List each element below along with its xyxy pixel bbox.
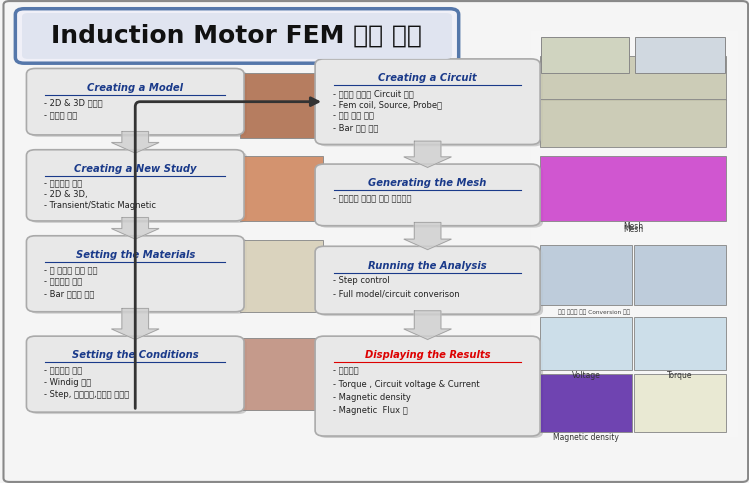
Text: Torque: Torque bbox=[667, 370, 693, 380]
Text: - 해석에 필요한 Circuit 구성: - 해석에 필요한 Circuit 구성 bbox=[333, 89, 413, 98]
FancyBboxPatch shape bbox=[318, 166, 543, 227]
FancyBboxPatch shape bbox=[315, 59, 540, 144]
Text: Generating the Mesh: Generating the Mesh bbox=[369, 178, 487, 188]
Polygon shape bbox=[404, 311, 452, 340]
Text: - Windig 조건: - Windig 조건 bbox=[44, 378, 91, 387]
FancyBboxPatch shape bbox=[26, 150, 244, 221]
FancyBboxPatch shape bbox=[318, 338, 543, 438]
Text: Setting the Materials: Setting the Materials bbox=[76, 250, 195, 260]
FancyBboxPatch shape bbox=[29, 152, 247, 223]
Text: 하시 모델이 그룹 Conversion 설강: 하시 모델이 그룹 Conversion 설강 bbox=[558, 310, 630, 315]
Text: - Torque , Circuit voltage & Current: - Torque , Circuit voltage & Current bbox=[333, 380, 479, 389]
Text: - Bar 저항 입력: - Bar 저항 입력 bbox=[333, 123, 378, 132]
FancyBboxPatch shape bbox=[26, 69, 244, 135]
FancyBboxPatch shape bbox=[240, 73, 323, 138]
Polygon shape bbox=[112, 218, 159, 239]
Text: - 해석타입 설정: - 해석타입 설정 bbox=[44, 180, 82, 189]
FancyBboxPatch shape bbox=[315, 246, 540, 314]
Text: - 2D & 3D,: - 2D & 3D, bbox=[44, 190, 88, 199]
FancyBboxPatch shape bbox=[540, 56, 726, 99]
Polygon shape bbox=[404, 222, 452, 250]
Text: Mesh: Mesh bbox=[623, 222, 643, 231]
Text: - Step control: - Step control bbox=[333, 276, 389, 285]
Text: Setting the Conditions: Setting the Conditions bbox=[72, 351, 198, 360]
FancyBboxPatch shape bbox=[540, 316, 632, 369]
FancyBboxPatch shape bbox=[318, 61, 543, 146]
Text: Creating a New Study: Creating a New Study bbox=[74, 164, 196, 174]
Text: Running the Analysis: Running the Analysis bbox=[369, 261, 487, 270]
Text: - Full model/circuit converison: - Full model/circuit converison bbox=[333, 290, 459, 299]
FancyBboxPatch shape bbox=[240, 338, 323, 410]
Text: - 각 파트별 재질 설정: - 각 파트별 재질 설정 bbox=[44, 266, 97, 275]
Text: - Transient/Static Magnetic: - Transient/Static Magnetic bbox=[44, 200, 157, 210]
FancyBboxPatch shape bbox=[26, 336, 244, 412]
FancyBboxPatch shape bbox=[240, 240, 323, 312]
FancyBboxPatch shape bbox=[29, 238, 247, 313]
Polygon shape bbox=[112, 309, 159, 340]
Text: - Step, 경계조건,회전자 설정등: - Step, 경계조건,회전자 설정등 bbox=[44, 390, 130, 399]
FancyBboxPatch shape bbox=[634, 245, 726, 305]
Text: - 해석결과: - 해석결과 bbox=[333, 366, 359, 375]
FancyBboxPatch shape bbox=[540, 156, 726, 221]
FancyBboxPatch shape bbox=[635, 37, 725, 73]
FancyBboxPatch shape bbox=[240, 156, 323, 221]
FancyBboxPatch shape bbox=[4, 1, 748, 482]
Text: Creating a Model: Creating a Model bbox=[87, 83, 184, 93]
FancyBboxPatch shape bbox=[540, 374, 632, 432]
FancyBboxPatch shape bbox=[22, 13, 452, 59]
FancyBboxPatch shape bbox=[29, 71, 247, 137]
Text: - 해석조건 설정: - 해석조건 설정 bbox=[44, 366, 82, 375]
FancyBboxPatch shape bbox=[634, 316, 726, 369]
Text: - 유한요소 해석을 위한 요소분할: - 유한요소 해석을 위한 요소분할 bbox=[333, 194, 411, 203]
FancyBboxPatch shape bbox=[540, 245, 632, 305]
FancyBboxPatch shape bbox=[15, 9, 458, 63]
FancyBboxPatch shape bbox=[315, 164, 540, 226]
Polygon shape bbox=[404, 141, 452, 168]
FancyBboxPatch shape bbox=[541, 37, 629, 73]
Text: Magnetic density: Magnetic density bbox=[553, 433, 619, 441]
FancyBboxPatch shape bbox=[531, 31, 739, 438]
Text: Displaying the Results: Displaying the Results bbox=[365, 351, 491, 360]
FancyBboxPatch shape bbox=[26, 236, 244, 312]
Text: - 전기강판 등급: - 전기강판 등급 bbox=[44, 278, 82, 287]
Polygon shape bbox=[112, 131, 159, 153]
Text: Voltage: Voltage bbox=[571, 370, 601, 380]
Text: - Magnetic  Flux 등: - Magnetic Flux 등 bbox=[333, 406, 407, 415]
Text: - 좌표계 설정: - 좌표계 설정 bbox=[44, 112, 77, 121]
Text: - Magnetic density: - Magnetic density bbox=[333, 393, 410, 402]
Text: - 권선 저항 입력: - 권선 저항 입력 bbox=[333, 112, 374, 121]
FancyBboxPatch shape bbox=[540, 99, 726, 147]
Text: Induction Motor FEM 해석 절차: Induction Motor FEM 해석 절차 bbox=[51, 24, 422, 48]
Text: - 2D & 3D 모델링: - 2D & 3D 모델링 bbox=[44, 99, 103, 108]
Text: Creating a Circuit: Creating a Circuit bbox=[378, 73, 477, 83]
FancyBboxPatch shape bbox=[29, 338, 247, 414]
Text: - Bar 도전율 입력: - Bar 도전율 입력 bbox=[44, 290, 94, 299]
FancyBboxPatch shape bbox=[315, 336, 540, 436]
FancyBboxPatch shape bbox=[318, 248, 543, 316]
Text: Mesh: Mesh bbox=[623, 225, 643, 234]
FancyBboxPatch shape bbox=[634, 374, 726, 432]
Text: - Fem coil, Source, Probe등: - Fem coil, Source, Probe등 bbox=[333, 100, 442, 109]
